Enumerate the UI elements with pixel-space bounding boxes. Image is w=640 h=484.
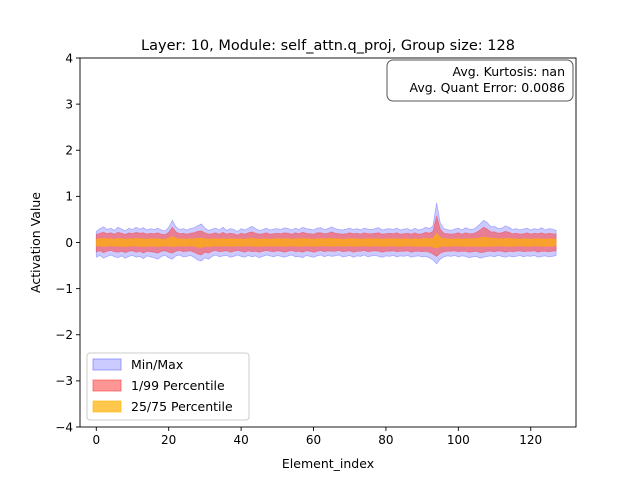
- y-tick-label: 2: [65, 144, 73, 158]
- legend-swatch: [92, 358, 122, 371]
- y-tick-label: −1: [55, 282, 73, 296]
- y-tick-label: 4: [65, 51, 73, 65]
- x-tick-label: 40: [233, 433, 248, 447]
- x-tick-label: 100: [447, 433, 470, 447]
- chart-title: Layer: 10, Module: self_attn.q_proj, Gro…: [141, 38, 515, 54]
- x-axis-label: Element_index: [282, 456, 374, 471]
- y-tick-label: −3: [55, 374, 73, 388]
- y-tick-label: 0: [65, 236, 73, 250]
- x-tick-label: 60: [306, 433, 321, 447]
- legend-label: 1/99 Percentile: [131, 378, 225, 393]
- y-tick-label: −2: [55, 328, 73, 342]
- y-tick-label: −4: [55, 420, 73, 434]
- x-tick-label: 120: [519, 433, 542, 447]
- y-tick-label: 3: [65, 97, 73, 111]
- x-axis-ticks: 0 20 40 60 80 100 120: [92, 427, 542, 447]
- band-25-75-percentile: [95, 232, 557, 249]
- legend-frame: [86, 352, 250, 421]
- y-axis-ticks: −4 −3 −2 −1 0 1 2 3 4: [55, 51, 80, 434]
- quant-error-text: Avg. Quant Error: 0.0086: [410, 80, 566, 95]
- y-tick-label: 1: [65, 190, 73, 204]
- x-tick-label: 80: [378, 433, 393, 447]
- legend-swatch: [92, 400, 122, 413]
- band-1-99-percentile: [95, 215, 557, 257]
- x-tick-label: 0: [92, 433, 100, 447]
- x-tick-label: 20: [161, 433, 176, 447]
- legend-swatch: [92, 379, 122, 392]
- data-bands: [95, 202, 557, 265]
- plot-area: [79, 57, 577, 428]
- legend: Min/Max 1/99 Percentile 25/75 Percentile: [86, 352, 250, 421]
- y-axis-label: Activation Value: [28, 192, 43, 293]
- legend-label: Min/Max: [131, 357, 183, 372]
- kurtosis-text: Avg. Kurtosis: nan: [453, 64, 565, 79]
- stats-annotation-frame: [386, 59, 574, 102]
- legend-label: 25/75 Percentile: [131, 399, 233, 414]
- stats-annotation: Avg. Kurtosis: nan Avg. Quant Error: 0.0…: [386, 59, 574, 102]
